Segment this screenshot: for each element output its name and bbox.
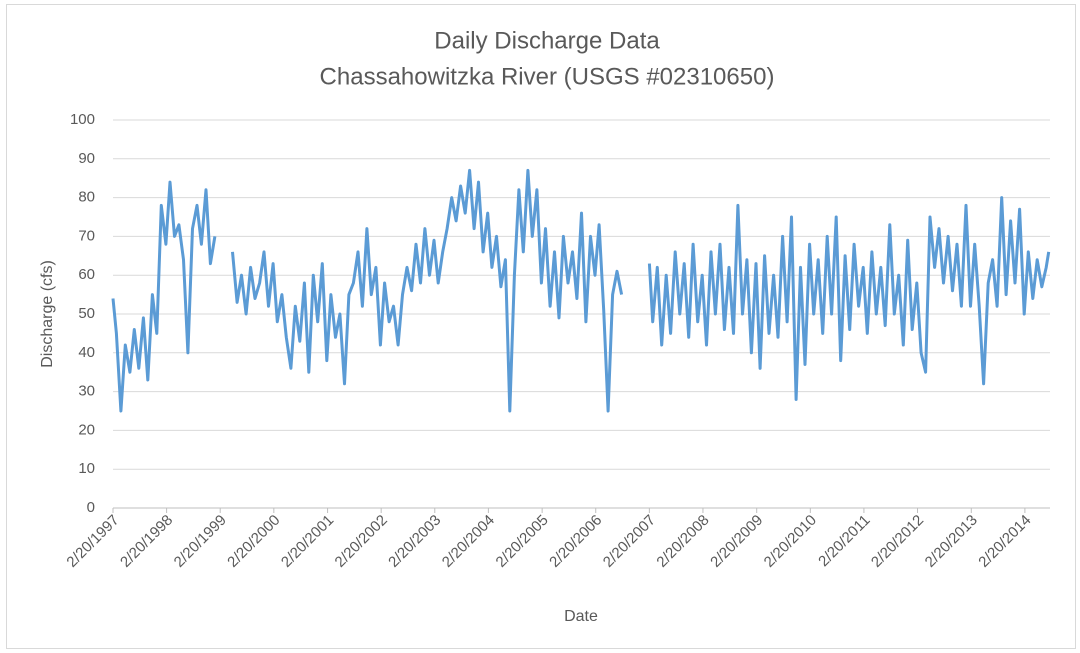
y-tick-label: 20: [78, 421, 95, 438]
y-tick-label: 10: [78, 460, 95, 477]
data-line: [647, 196, 1051, 401]
x-axis-label: Date: [564, 608, 598, 625]
y-tick-label: 50: [78, 305, 95, 322]
y-tick-label: 0: [87, 499, 95, 516]
data-line: [111, 180, 217, 413]
y-tick-label: 90: [78, 150, 95, 167]
y-tick-label: 40: [78, 344, 95, 361]
y-axis-label: Discharge (cfs): [39, 260, 56, 368]
chart-border: [6, 4, 1076, 649]
chart-subtitle: Chassahowitzka River (USGS #02310650): [320, 63, 775, 90]
data-line: [231, 168, 624, 413]
y-tick-label: 70: [78, 227, 95, 244]
y-tick-label: 80: [78, 189, 95, 206]
y-tick-label: 60: [78, 266, 95, 283]
y-tick-label: 100: [70, 111, 95, 128]
y-tick-label: 30: [78, 383, 95, 400]
chart-title: Daily Discharge Data: [434, 27, 660, 54]
